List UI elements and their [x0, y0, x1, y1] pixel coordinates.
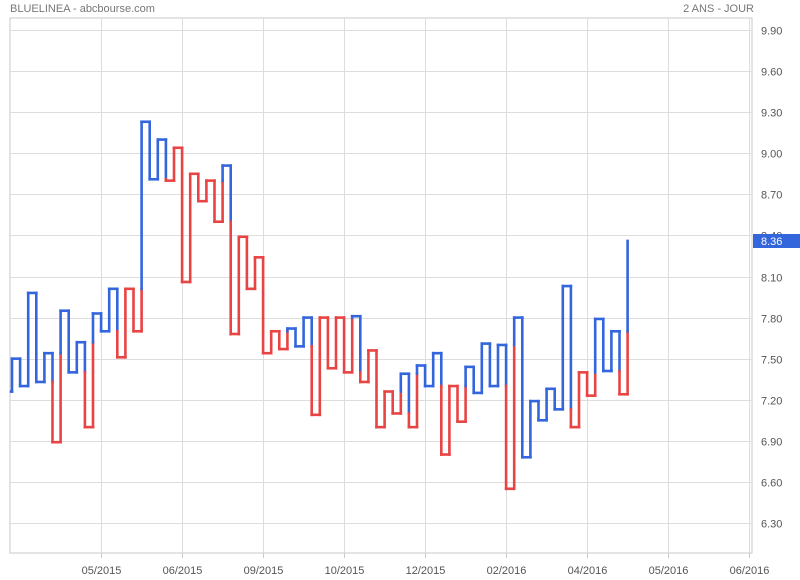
- y-tick-label: 6.60: [761, 478, 782, 490]
- x-tick-label: 02/2016: [487, 565, 527, 577]
- x-tick-label: 06/2016: [730, 565, 770, 577]
- x-tick-label: 05/2016: [649, 565, 689, 577]
- y-tick-label: 9.00: [761, 149, 782, 161]
- x-tick-label: 04/2016: [568, 565, 608, 577]
- y-tick-label: 9.60: [761, 67, 782, 79]
- x-tick-label: 06/2015: [163, 565, 203, 577]
- x-tick-label: 10/2015: [325, 565, 365, 577]
- chart-title: BLUELINEA - abcbourse.com: [10, 3, 155, 15]
- y-tick-label: 7.80: [761, 314, 782, 326]
- plot-frame: [9, 17, 753, 554]
- y-tick-label: 8.70: [761, 190, 782, 202]
- y-tick-label: 9.30: [761, 108, 782, 120]
- x-tick-label: 12/2015: [406, 565, 446, 577]
- y-tick-label: 8.10: [761, 273, 782, 285]
- y-tick-label: 6.90: [761, 437, 782, 449]
- y-tick-label: 7.50: [761, 355, 782, 367]
- y-tick-label: 7.20: [761, 396, 782, 408]
- last-price-badge: [753, 234, 800, 248]
- x-tick-label: 05/2015: [82, 565, 122, 577]
- y-tick-label: 9.90: [761, 26, 782, 38]
- chart-period: 2 ANS - JOUR: [683, 3, 754, 15]
- y-tick-label: 6.30: [761, 519, 782, 531]
- x-tick-label: 09/2015: [244, 565, 284, 577]
- last-price-label: 8.36: [761, 236, 782, 248]
